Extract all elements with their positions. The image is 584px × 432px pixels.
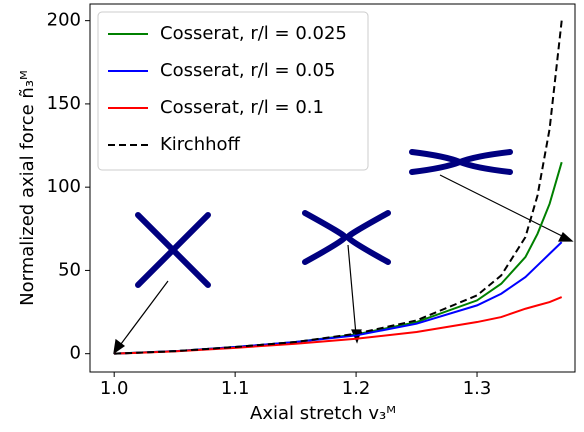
annotations [135, 149, 513, 288]
legend-label: Cosserat, r/l = 0.05 [160, 60, 335, 81]
shape-cross [135, 212, 211, 288]
arrow [347, 244, 357, 336]
y-tick-label: 100 [47, 176, 81, 197]
y-tick-label: 50 [58, 259, 81, 280]
legend-label: Cosserat, r/l = 0.1 [160, 97, 324, 118]
line-series [114, 296, 563, 355]
shape-bent [302, 210, 391, 265]
arrow-head [558, 232, 574, 242]
x-tick-label: 1.3 [463, 378, 492, 399]
legend-label: Cosserat, r/l = 0.025 [160, 23, 347, 44]
line-series [114, 20, 563, 355]
y-tick-label: 0 [70, 343, 81, 364]
arrow [439, 174, 567, 239]
arrow-head [113, 338, 126, 355]
legend-label: Kirchhoff [160, 134, 241, 155]
y-axis-label: Normalized axial force ñ₃ᴹ [17, 70, 38, 306]
legend-box [97, 11, 369, 171]
x-axis-label: Axial stretch v₃ᴹ [250, 403, 396, 424]
x-tick-label: 1.0 [100, 378, 129, 399]
x-tick-label: 1.1 [221, 378, 250, 399]
plot-frame [89, 3, 576, 373]
x-tick-label: 1.2 [342, 378, 371, 399]
arrow [117, 280, 169, 349]
shape-bent [409, 149, 513, 175]
y-tick-label: 200 [47, 10, 81, 31]
arrows [113, 174, 574, 355]
y-tick-label: 150 [47, 93, 81, 114]
